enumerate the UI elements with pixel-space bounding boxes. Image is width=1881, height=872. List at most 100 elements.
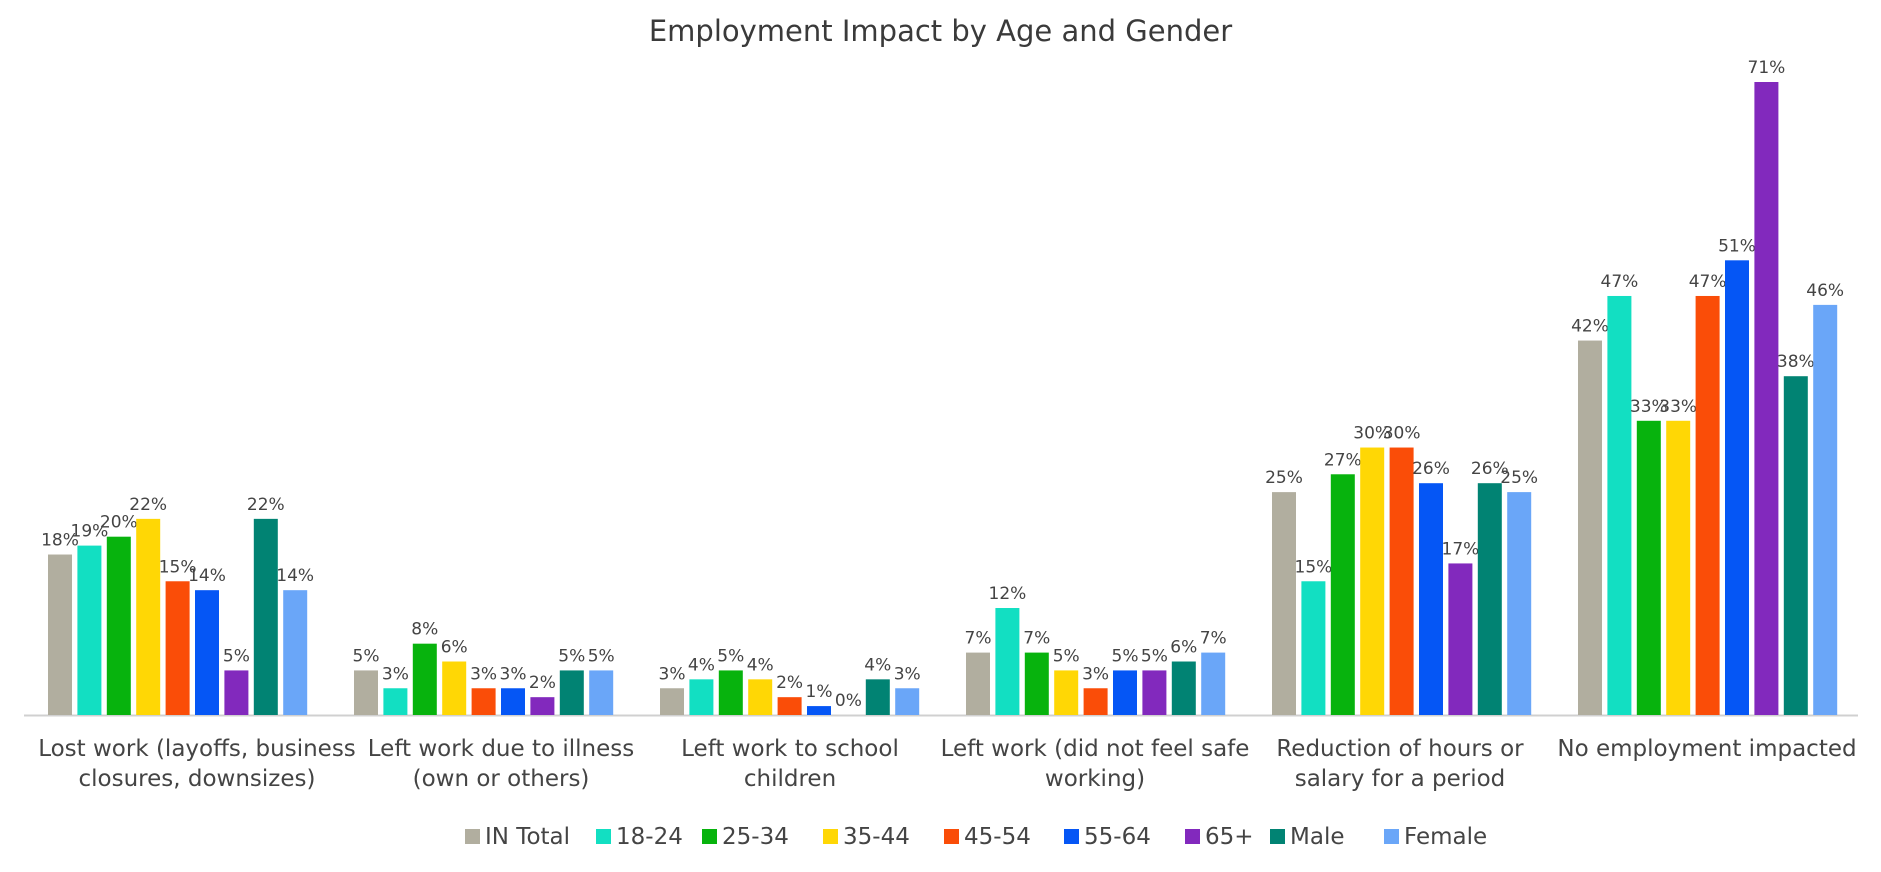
- data-label: 20%: [100, 513, 138, 533]
- bar-male-1: [559, 670, 584, 715]
- bar-55-64-1: [501, 688, 525, 715]
- data-label: 22%: [247, 495, 285, 515]
- legend-swatch: [1270, 829, 1285, 844]
- bar-male-5: [1783, 376, 1808, 715]
- bar-45-54-0: [165, 581, 190, 715]
- bar-65--3: [1142, 670, 1167, 715]
- bar-in-total-4: [1272, 492, 1296, 715]
- bar-25-34-0: [106, 536, 131, 715]
- data-label: 27%: [1324, 450, 1362, 470]
- data-label: 4%: [864, 655, 891, 675]
- data-label: 4%: [747, 655, 774, 675]
- bar-55-64-5: [1725, 260, 1749, 715]
- bar-35-44-4: [1360, 447, 1385, 715]
- data-label: 51%: [1718, 236, 1756, 256]
- bar-18-24-1: [383, 688, 408, 715]
- legend-swatch: [1384, 829, 1399, 844]
- category-label: Reduction of hours or: [1276, 736, 1524, 762]
- legend-label: 35-44: [843, 824, 910, 850]
- data-label: 30%: [1383, 424, 1421, 444]
- data-label: 14%: [188, 566, 226, 586]
- category-label: Lost work (layoffs, business: [38, 736, 356, 762]
- data-label: 26%: [1412, 459, 1450, 479]
- bar-25-34-5: [1636, 420, 1661, 715]
- legend-swatch: [465, 829, 480, 844]
- bar-18-24-3: [995, 608, 1020, 715]
- bar-65--5: [1754, 82, 1779, 715]
- legend-label: Female: [1404, 824, 1487, 850]
- data-label: 42%: [1571, 317, 1609, 337]
- data-label: 47%: [1601, 272, 1639, 292]
- category-label: closures, downsizes): [79, 766, 316, 792]
- data-label: 2%: [776, 673, 803, 693]
- data-label: 14%: [276, 566, 314, 586]
- data-label: 5%: [1112, 646, 1139, 666]
- bar-female-1: [589, 670, 614, 715]
- data-label: 8%: [411, 620, 438, 640]
- bar-55-64-2: [807, 706, 831, 715]
- legend-label: Male: [1290, 824, 1344, 850]
- legend-swatch: [596, 829, 611, 844]
- data-label: 26%: [1471, 459, 1509, 479]
- bar-in-total-3: [966, 652, 990, 715]
- data-label: 3%: [470, 664, 497, 684]
- bar-25-34-1: [412, 643, 437, 715]
- data-label: 18%: [41, 531, 79, 551]
- data-label: 2%: [529, 673, 556, 693]
- bar-35-44-1: [442, 661, 467, 715]
- data-label: 1%: [806, 682, 833, 702]
- legend-swatch: [1064, 829, 1079, 844]
- data-label: 4%: [688, 655, 715, 675]
- data-label: 33%: [1630, 397, 1668, 417]
- data-label: 7%: [1200, 629, 1227, 649]
- category-label: working): [1045, 766, 1145, 792]
- data-label: 71%: [1748, 58, 1786, 78]
- data-label: 3%: [1082, 664, 1109, 684]
- legend-label: 65+: [1205, 824, 1254, 850]
- bar-18-24-2: [689, 679, 714, 715]
- data-label: 5%: [353, 646, 380, 666]
- bar-65--0: [224, 670, 249, 715]
- data-label: 47%: [1689, 272, 1727, 292]
- data-label: 5%: [1141, 646, 1168, 666]
- bar-45-54-1: [471, 688, 496, 715]
- data-label: 5%: [588, 646, 615, 666]
- bar-45-54-4: [1389, 447, 1414, 715]
- bar-25-34-3: [1024, 652, 1049, 715]
- data-label: 5%: [1053, 646, 1080, 666]
- data-label: 5%: [558, 646, 585, 666]
- data-label: 7%: [965, 629, 992, 649]
- data-label: 30%: [1353, 424, 1391, 444]
- bar-55-64-4: [1419, 483, 1443, 715]
- category-label: children: [744, 766, 836, 792]
- bar-male-4: [1477, 483, 1502, 715]
- data-label: 0%: [835, 691, 862, 711]
- bar-55-64-0: [195, 590, 219, 715]
- bar-female-3: [1201, 652, 1226, 715]
- data-label: 3%: [894, 664, 921, 684]
- data-label: 19%: [71, 522, 109, 542]
- bar-in-total-0: [48, 554, 72, 715]
- bar-65--1: [530, 697, 555, 715]
- legend-label: 55-64: [1084, 824, 1151, 850]
- category-label: Left work due to illness: [368, 736, 634, 762]
- legend-label: 25-34: [722, 824, 789, 850]
- bar-35-44-5: [1666, 420, 1691, 715]
- data-label: 3%: [659, 664, 686, 684]
- bar-female-5: [1813, 304, 1838, 715]
- bar-in-total-1: [354, 670, 378, 715]
- category-label: salary for a period: [1295, 766, 1506, 792]
- data-label: 17%: [1442, 539, 1480, 559]
- bar-male-3: [1171, 661, 1196, 715]
- category-label: No employment impacted: [1557, 736, 1856, 762]
- data-label: 3%: [382, 664, 409, 684]
- data-label: 15%: [1295, 557, 1333, 577]
- data-label: 38%: [1777, 352, 1815, 372]
- bar-55-64-3: [1113, 670, 1137, 715]
- bar-female-4: [1507, 492, 1532, 715]
- data-label: 22%: [129, 495, 167, 515]
- bar-45-54-2: [777, 697, 802, 715]
- bar-45-54-5: [1695, 295, 1720, 715]
- chart-title: Employment Impact by Age and Gender: [648, 14, 1233, 48]
